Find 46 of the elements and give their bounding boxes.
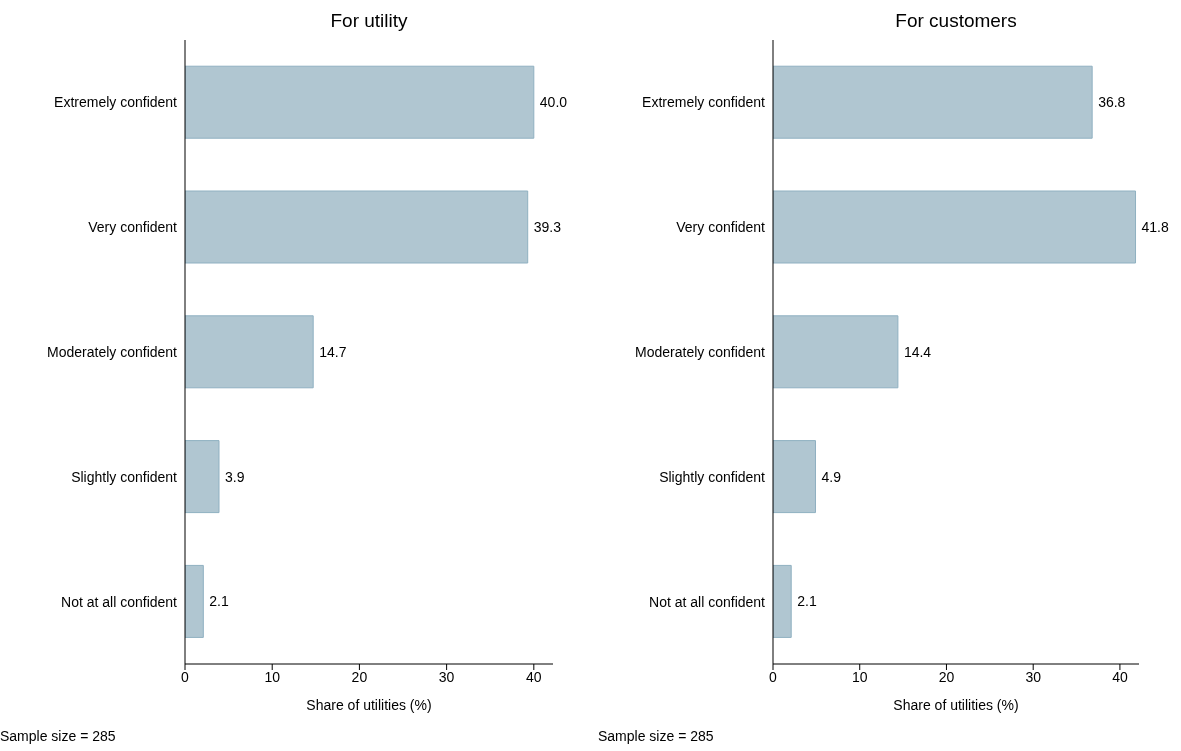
data-label: 3.9: [225, 468, 245, 485]
data-label: 4.9: [821, 468, 842, 485]
y-tick-label: Not at all confident: [61, 593, 178, 610]
bar: [773, 564, 792, 638]
bar: [185, 190, 529, 264]
data-label: 40.0: [539, 94, 568, 111]
text: Sample size = 285: [0, 728, 117, 744]
x-tick-label: 30: [1025, 668, 1042, 685]
x-tick-label: 10: [264, 668, 281, 685]
data-label: 39.3: [533, 218, 562, 235]
y-tick-label: Not at all confident: [649, 593, 766, 610]
bar: [185, 65, 535, 139]
x-axis-title: Share of utilities (%): [893, 697, 1019, 713]
x-tick-label: 0: [769, 668, 778, 685]
y-tick-label: Very confident: [676, 219, 766, 236]
bar: [185, 315, 314, 389]
x-tick-label: 30: [438, 668, 455, 685]
bar: [773, 65, 1093, 139]
chart-title: For customers: [894, 9, 1018, 33]
x-tick-label: 40: [526, 668, 542, 685]
data-label: 36.8: [1098, 94, 1126, 111]
data-label: 2.1: [797, 593, 817, 610]
bar: [773, 440, 816, 514]
y-tick-label: Extremely confident: [54, 94, 178, 111]
data-label: 14.7: [319, 343, 347, 360]
data-label: 41.8: [1141, 218, 1169, 235]
bar: [773, 190, 1137, 264]
y-tick-label: Slightly confident: [659, 468, 766, 485]
data-label: 2.1: [209, 593, 229, 610]
x-tick-label: 0: [181, 668, 190, 685]
bar: [185, 564, 204, 638]
y-tick-label: Slightly confident: [71, 468, 178, 485]
text: Sample size = 285: [598, 728, 715, 744]
data-label: 14.4: [903, 343, 932, 360]
x-tick-label: 10: [851, 668, 868, 685]
x-tick-label: 20: [938, 668, 955, 685]
x-axis-title: Share of utilities (%): [306, 697, 432, 713]
y-tick-label: Very confident: [88, 219, 178, 236]
y-tick-label: Moderately confident: [47, 343, 178, 360]
x-tick-label: 20: [351, 668, 368, 685]
bar: [185, 440, 220, 514]
chart-title: For utility: [329, 9, 409, 33]
y-tick-label: Moderately confident: [635, 343, 766, 360]
bar: [773, 315, 899, 389]
y-tick-label: Extremely confident: [642, 94, 766, 111]
x-tick-label: 40: [1112, 668, 1128, 685]
